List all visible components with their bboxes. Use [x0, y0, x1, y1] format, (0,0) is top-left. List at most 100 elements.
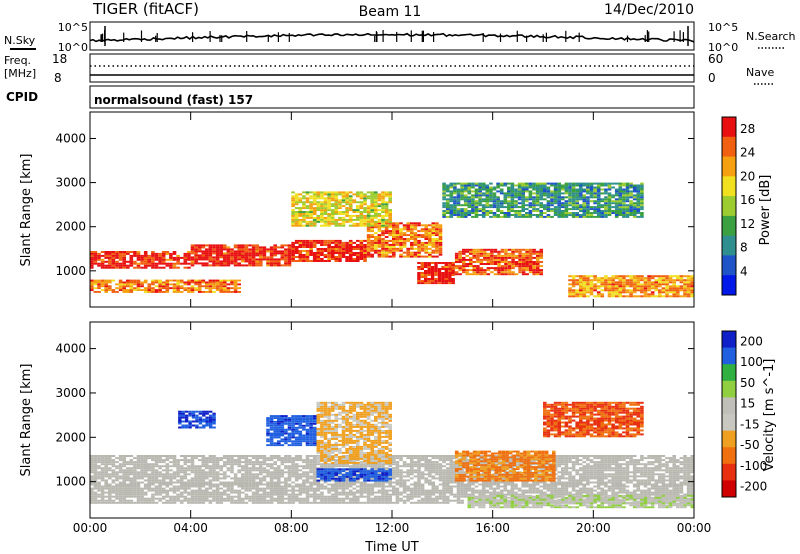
- heatmap-cell: [183, 481, 188, 484]
- heatmap-cell: [640, 194, 644, 197]
- heatmap-cell: [460, 212, 464, 214]
- heatmap-cell: [500, 271, 505, 274]
- heatmap-cell: [596, 196, 601, 199]
- heatmap-cell: [593, 202, 597, 205]
- heatmap-cell: [462, 267, 466, 270]
- heatmap-cell: [129, 469, 134, 472]
- heatmap-cell: [259, 501, 263, 504]
- heatmap-cell: [226, 489, 231, 492]
- heatmap-cell: [377, 197, 382, 200]
- heatmap-cell: [187, 283, 191, 286]
- heatmap-cell: [413, 228, 418, 231]
- heatmap-cell: [539, 215, 543, 218]
- heatmap-cell: [381, 463, 385, 466]
- heatmap-cell: [187, 469, 191, 472]
- heatmap-cell: [356, 191, 360, 194]
- heatmap-cell: [309, 201, 313, 204]
- heatmap-cell: [259, 246, 263, 249]
- heatmap-cell: [596, 215, 601, 218]
- heatmap-cell: [115, 479, 119, 482]
- heatmap-cell: [589, 192, 594, 195]
- heatmap-cell: [431, 238, 436, 240]
- heatmap-cell: [629, 289, 633, 292]
- heatmap-cell: [147, 457, 152, 460]
- heatmap-cell: [111, 495, 116, 498]
- heatmap-cell: [219, 285, 223, 288]
- heatmap-cell: [133, 463, 137, 466]
- heatmap-cell: [469, 248, 473, 251]
- heatmap-cell: [486, 261, 491, 263]
- heatmap-cell: [458, 250, 462, 253]
- heatmap-cell: [284, 256, 288, 259]
- heatmap-cell: [158, 283, 162, 286]
- heatmap-cell: [417, 249, 421, 252]
- heatmap-cell: [176, 258, 180, 261]
- heatmap-cell: [136, 483, 141, 486]
- heatmap-cell: [579, 208, 583, 211]
- heatmap-cell: [600, 293, 605, 296]
- heatmap-cell: [582, 275, 587, 278]
- heatmap-cell: [359, 491, 364, 494]
- heatmap-cell: [370, 209, 374, 212]
- heatmap-cell: [140, 489, 144, 492]
- heatmap-cell: [111, 262, 116, 265]
- heatmap-cell: [568, 289, 572, 292]
- heatmap-cell: [370, 199, 374, 202]
- heatmap-cell: [273, 457, 277, 460]
- heatmap-cell: [553, 202, 558, 205]
- heatmap-cell: [147, 483, 152, 486]
- heatmap-cell: [499, 206, 504, 209]
- heatmap-cell: [363, 260, 367, 262]
- heatmap-cell: [420, 245, 425, 248]
- heatmap-cell: [650, 275, 655, 278]
- heatmap-cell: [636, 215, 641, 218]
- heatmap-cell: [428, 230, 432, 233]
- heatmap-cell: [352, 465, 357, 468]
- heatmap-cell: [237, 279, 241, 282]
- heatmap-cell: [194, 455, 198, 457]
- heatmap-cell: [298, 246, 303, 248]
- heatmap-cell: [492, 196, 497, 199]
- heatmap-cell: [108, 473, 112, 476]
- heatmap-cell: [291, 199, 295, 202]
- heatmap-cell: [108, 285, 112, 288]
- heatmap-cell: [287, 477, 292, 480]
- heatmap-cell: [550, 208, 554, 211]
- heatmap-cell: [154, 491, 159, 494]
- heatmap-cell: [151, 499, 155, 502]
- heatmap-cell: [143, 465, 148, 468]
- heatmap-cell: [151, 465, 155, 468]
- heatmap-cell: [118, 489, 123, 492]
- heatmap-cell: [399, 222, 403, 225]
- heatmap-cell: [273, 477, 277, 480]
- heatmap-cell: [510, 194, 515, 197]
- heatmap-cell: [108, 262, 112, 265]
- heatmap-cell: [625, 289, 630, 292]
- heatmap-cell: [197, 473, 202, 476]
- heatmap-cell: [248, 477, 252, 480]
- heatmap-cell: [614, 210, 619, 212]
- y-tick-label: 3000: [55, 176, 86, 190]
- heatmap-cell: [557, 202, 561, 205]
- heatmap-cell: [579, 285, 583, 288]
- heatmap-cell: [532, 267, 536, 270]
- heatmap-cell: [323, 241, 328, 244]
- heatmap-cell: [129, 264, 134, 267]
- heatmap-cell: [618, 202, 623, 205]
- heatmap-cell: [607, 194, 612, 197]
- heatmap-cell: [448, 266, 452, 268]
- heatmap-cell: [686, 279, 691, 282]
- heatmap-cell: [90, 487, 94, 490]
- heatmap-cell: [259, 465, 263, 468]
- heatmap-cell: [399, 477, 403, 480]
- heatmap-cell: [129, 477, 134, 480]
- heatmap-cell: [384, 213, 389, 215]
- heatmap-cell: [93, 487, 98, 490]
- heatmap-cell: [273, 260, 277, 263]
- heatmap-cell: [330, 499, 335, 502]
- heatmap-cell: [575, 281, 579, 284]
- heatmap-cell: [521, 210, 525, 212]
- heatmap-cell: [571, 212, 576, 214]
- heatmap-cell: [140, 266, 144, 269]
- heatmap-cell: [668, 277, 673, 280]
